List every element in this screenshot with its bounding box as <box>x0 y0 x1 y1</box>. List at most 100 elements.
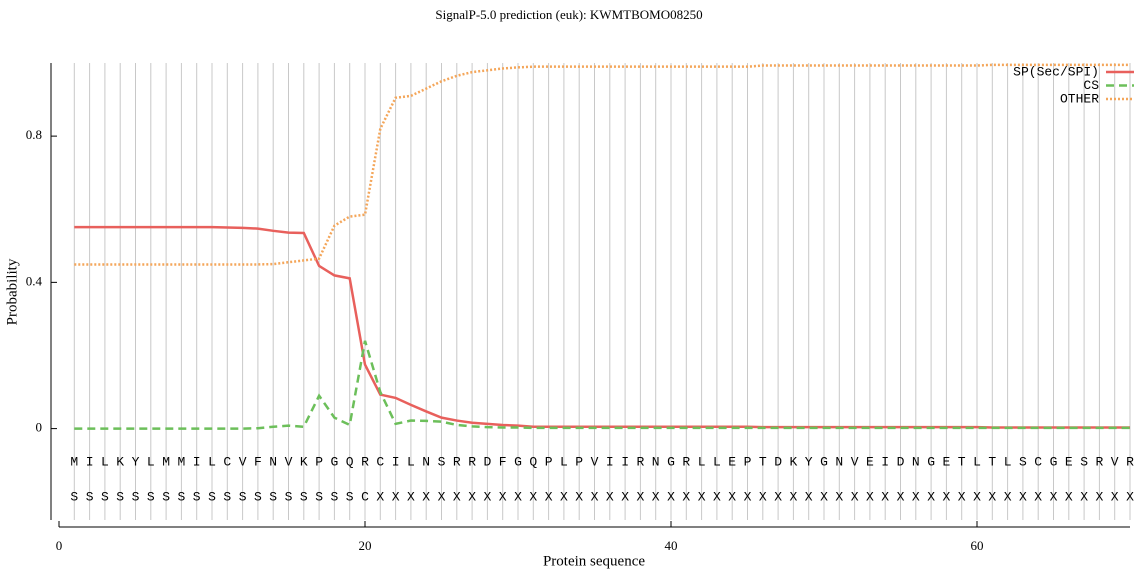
residue-label: X <box>851 489 859 504</box>
x-tick-label: 40 <box>665 538 678 553</box>
residue-label: S <box>101 489 109 504</box>
chart-title: SignalP-5.0 prediction (euk): KWMTBOMO08… <box>435 7 702 22</box>
residue-label: X <box>407 489 415 504</box>
residue-label: S <box>162 489 170 504</box>
residue: I <box>392 454 400 469</box>
residue-label: X <box>468 489 476 504</box>
residue-label: X <box>545 489 553 504</box>
residue: I <box>193 454 201 469</box>
residue-label: X <box>575 489 583 504</box>
residue-label: X <box>759 489 767 504</box>
y-tick-label: 0.8 <box>26 127 42 142</box>
series-line <box>74 225 1130 429</box>
residue-label: X <box>422 489 430 504</box>
residue-label: X <box>820 489 828 504</box>
residue-label: X <box>392 489 400 504</box>
residue: Q <box>346 454 354 469</box>
residue-label: X <box>789 489 797 504</box>
residue: G <box>514 454 522 469</box>
x-tick-label: 60 <box>971 538 984 553</box>
residue-label: X <box>514 489 522 504</box>
residue: N <box>835 454 843 469</box>
residue-label: S <box>239 489 247 504</box>
residue: V <box>239 454 247 469</box>
residue-label: S <box>116 489 124 504</box>
residue-label: X <box>560 489 568 504</box>
residue: R <box>361 454 369 469</box>
y-tick-label: 0 <box>36 420 43 435</box>
y-axis-label: Probability <box>4 258 20 325</box>
residue: L <box>208 454 216 469</box>
residue: N <box>422 454 430 469</box>
residue-label: X <box>897 489 905 504</box>
residue-label: X <box>713 489 721 504</box>
residue: Q <box>529 454 537 469</box>
x-tick-label: 20 <box>359 538 372 553</box>
residue-label: X <box>1080 489 1088 504</box>
residue-label: S <box>254 489 262 504</box>
residue: C <box>223 454 231 469</box>
residue-label: S <box>208 489 216 504</box>
residue: P <box>315 454 323 469</box>
residue-label: X <box>744 489 752 504</box>
residue-label: X <box>1004 489 1012 504</box>
residue: C <box>1034 454 1042 469</box>
residue: M <box>162 454 170 469</box>
residue: S <box>1019 454 1027 469</box>
residue: F <box>499 454 507 469</box>
residue: E <box>1065 454 1073 469</box>
residue-label: X <box>1019 489 1027 504</box>
residue-label: X <box>438 489 446 504</box>
residue: Y <box>132 454 140 469</box>
residue: I <box>881 454 889 469</box>
residue: T <box>958 454 966 469</box>
series-line <box>74 340 1130 430</box>
residue: L <box>147 454 155 469</box>
residue-label: X <box>1034 489 1042 504</box>
residue: L <box>560 454 568 469</box>
residue-label: S <box>330 489 338 504</box>
residue-label: X <box>927 489 935 504</box>
residue: P <box>575 454 583 469</box>
residue-label: S <box>223 489 231 504</box>
residue-label: X <box>988 489 996 504</box>
residue: D <box>774 454 782 469</box>
x-tick-label: 0 <box>56 538 63 553</box>
x-axis-label: Protein sequence <box>543 553 645 569</box>
residue-label: S <box>346 489 354 504</box>
residue: R <box>636 454 644 469</box>
residue-label: S <box>300 489 308 504</box>
residue-label: X <box>682 489 690 504</box>
residue-label: X <box>1111 489 1119 504</box>
residue-label: X <box>1050 489 1058 504</box>
residue-label: X <box>881 489 889 504</box>
residue-label: C <box>361 489 369 504</box>
residue: L <box>973 454 981 469</box>
legend-label: CS <box>1083 78 1099 93</box>
legend-label: OTHER <box>1060 91 1099 106</box>
residue: M <box>70 454 78 469</box>
residue-label: S <box>269 489 277 504</box>
residue: S <box>1080 454 1088 469</box>
residue: P <box>545 454 553 469</box>
residue: I <box>606 454 614 469</box>
residue: K <box>116 454 124 469</box>
residue: I <box>621 454 629 469</box>
residue: T <box>759 454 767 469</box>
residue: N <box>652 454 660 469</box>
residue: E <box>866 454 874 469</box>
residue-label: X <box>805 489 813 504</box>
residue: K <box>300 454 308 469</box>
residue-label: X <box>774 489 782 504</box>
residue: G <box>667 454 675 469</box>
residue-label: X <box>529 489 537 504</box>
residue-label: X <box>621 489 629 504</box>
residue: S <box>438 454 446 469</box>
residue: G <box>1050 454 1058 469</box>
residue-label: S <box>132 489 140 504</box>
legend-label: SP(Sec/SPI) <box>1013 64 1099 79</box>
residue: N <box>269 454 277 469</box>
residue-label: X <box>728 489 736 504</box>
residue-label: X <box>483 489 491 504</box>
